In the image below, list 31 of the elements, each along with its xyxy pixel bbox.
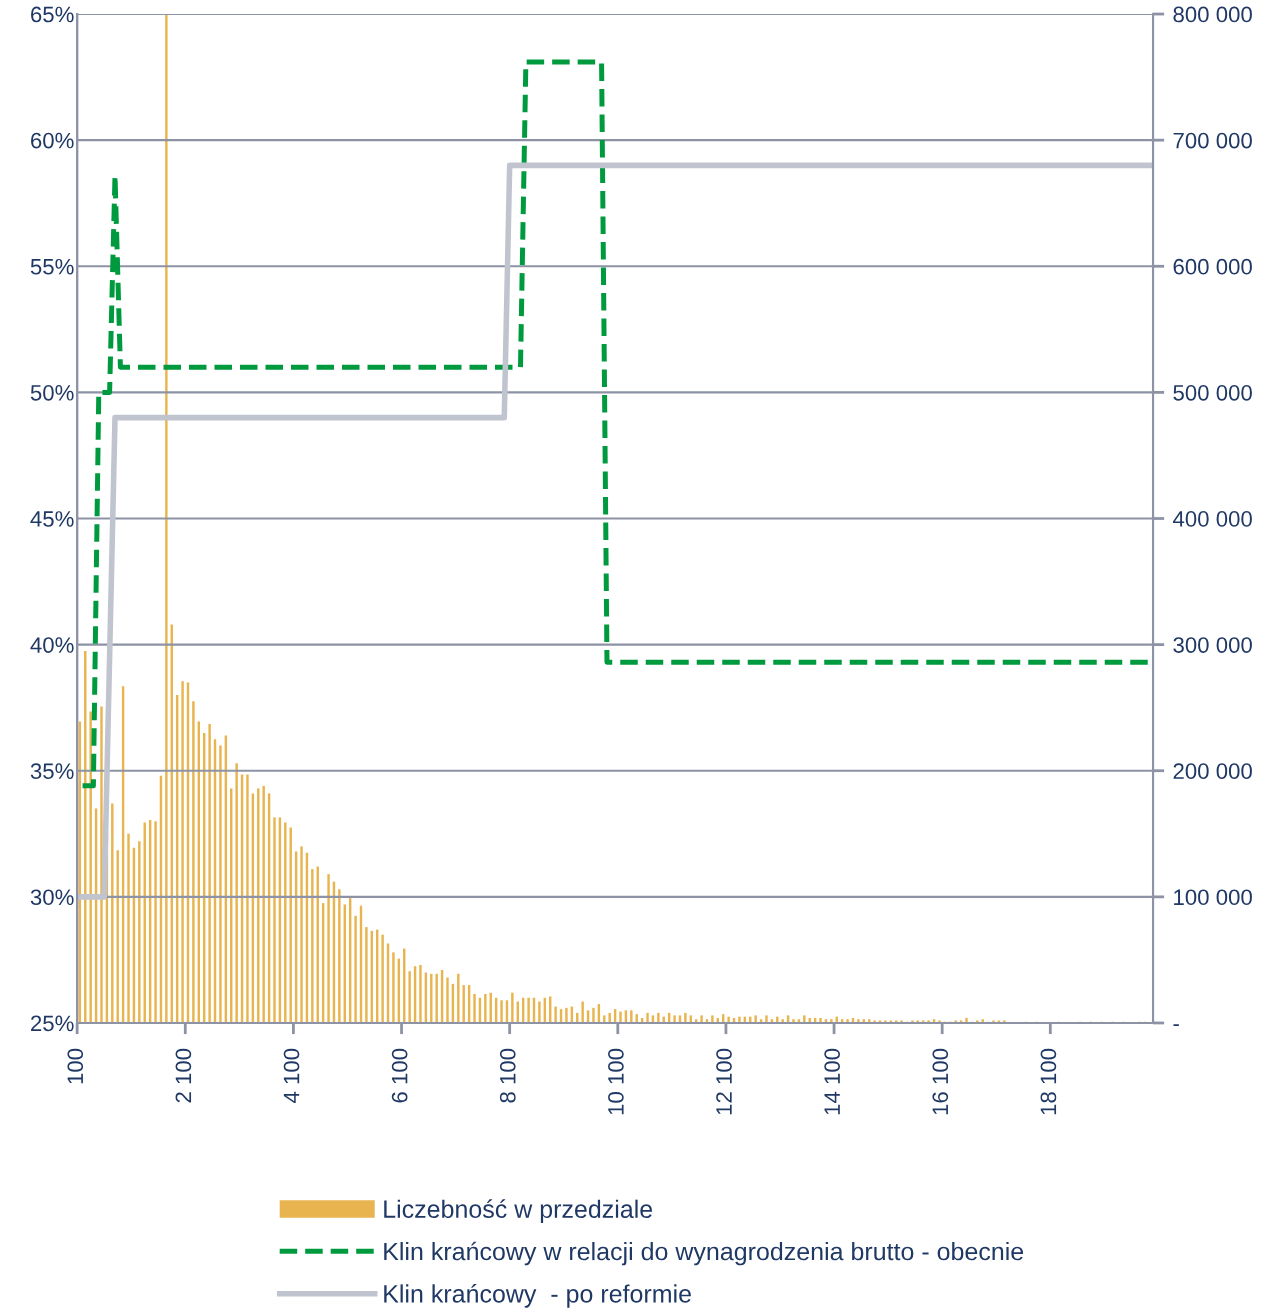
- y-tick-label: 65%: [31, 6, 74, 23]
- legend-label: Klin krańcowy - po reformie: [384, 1284, 691, 1308]
- y2-tick-label: 300 000: [1173, 637, 1252, 653]
- y-tick-label: 60%: [31, 132, 74, 149]
- y-tick-label: 25%: [31, 1015, 74, 1032]
- y2-tick-label: -: [1173, 1024, 1179, 1026]
- y-tick-label: 55%: [30, 258, 74, 275]
- x-tick-label: 4 100: [283, 1048, 300, 1104]
- x-tick-label: 12 100: [716, 1048, 732, 1115]
- legend-label: Liczebność w przedziale: [384, 1199, 653, 1223]
- x-tick-label: 10 100: [608, 1048, 624, 1115]
- y2-tick-label: 800 000: [1173, 6, 1252, 23]
- y-tick-label: 40%: [30, 637, 74, 653]
- y2-tick-label: 200 000: [1173, 763, 1252, 780]
- y2-tick-label: 500 000: [1173, 384, 1252, 401]
- y2-tick-label: 700 000: [1173, 132, 1252, 149]
- x-tick-label: 6 100: [391, 1048, 408, 1103]
- y-tick-label: 35%: [30, 763, 74, 780]
- x-tick-label: 14 100: [824, 1048, 841, 1115]
- y-tick-label: 45%: [30, 511, 74, 527]
- x-tick-label: 16 100: [932, 1048, 949, 1115]
- x-tick-label: 18 100: [1040, 1048, 1057, 1115]
- x-tick-label: 8 100: [499, 1048, 516, 1103]
- y2-tick-label: 600 000: [1173, 258, 1252, 275]
- y-tick-label: 30%: [30, 889, 74, 906]
- x-tick-label: 100: [67, 1048, 84, 1084]
- y2-tick-label: 400 000: [1172, 511, 1252, 527]
- y2-tick-label: 100 000: [1174, 889, 1252, 906]
- legend-label: Klin krańcowy w relacji do wynagrodzenia brutto - obecnie: [384, 1241, 1024, 1266]
- x-tick-label: 2 100: [175, 1048, 192, 1103]
- y-tick-label: 50%: [30, 384, 74, 401]
